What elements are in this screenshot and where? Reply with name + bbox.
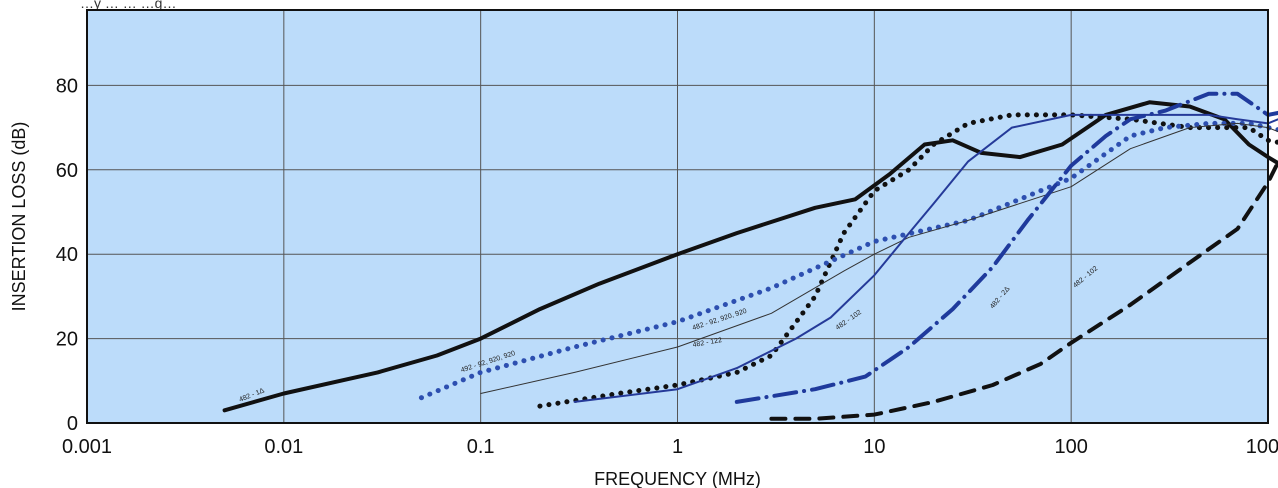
x-axis-title: FREQUENCY (MHz) (594, 469, 761, 488)
y-tick-label: 60 (56, 160, 78, 182)
x-tick-label: 10 (863, 436, 885, 458)
series-line-2 (537, 112, 1278, 409)
y-tick-label: 80 (56, 75, 78, 97)
y-axis-title: INSERTION LOSS (dB) (9, 122, 29, 312)
series-line-5 (573, 113, 1278, 403)
plot-frame (86, 9, 1269, 424)
y-axis-ticks: 0 20 40 60 80 (56, 75, 78, 435)
series-line-6 (734, 91, 1278, 404)
x-tick-label: 100 (1054, 436, 1087, 458)
top-note: …y … … …g… (80, 0, 176, 11)
series-layer (222, 91, 1278, 421)
x-tick-label: 0.001 (62, 436, 112, 458)
x-tick-label: 0.1 (467, 436, 495, 458)
x-tick-label: 1 (672, 436, 683, 458)
x-tick-label: 0.01 (264, 436, 303, 458)
series-line-1 (222, 100, 1278, 413)
y-tick-label: 40 (56, 244, 78, 266)
series-line-7 (769, 157, 1278, 421)
y-tick-label: 20 (56, 329, 78, 351)
series-line-4 (480, 122, 1278, 394)
series-line-3 (418, 120, 1278, 401)
y-tick-label: 0 (67, 413, 78, 435)
